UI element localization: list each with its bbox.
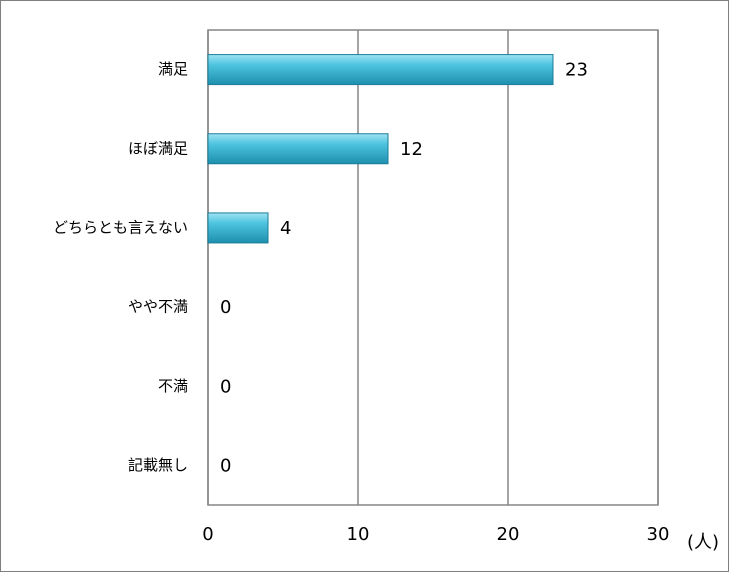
- data-label: 23: [565, 60, 588, 81]
- y-tick-label: やや不満: [128, 298, 188, 316]
- data-label: 4: [280, 218, 291, 239]
- y-tick-label: ほぼ満足: [128, 139, 188, 157]
- data-label: 0: [220, 376, 231, 397]
- x-axis-unit: (人): [687, 532, 719, 553]
- y-tick-label: 満足: [158, 60, 188, 78]
- x-tick-label: 30: [647, 524, 670, 545]
- data-label: 12: [400, 139, 423, 160]
- bar: [207, 54, 554, 86]
- data-label: 0: [220, 297, 231, 318]
- y-tick-label: 記載無し: [128, 456, 188, 474]
- x-tick-label: 20: [497, 524, 520, 545]
- x-tick-label: 10: [347, 524, 370, 545]
- bar: [207, 212, 269, 244]
- y-tick-label: どちらとも言えない: [53, 218, 188, 236]
- data-label: 0: [220, 455, 231, 476]
- x-tick-label: 0: [202, 524, 213, 545]
- y-tick-label: 不満: [158, 377, 188, 395]
- bar: [207, 133, 389, 165]
